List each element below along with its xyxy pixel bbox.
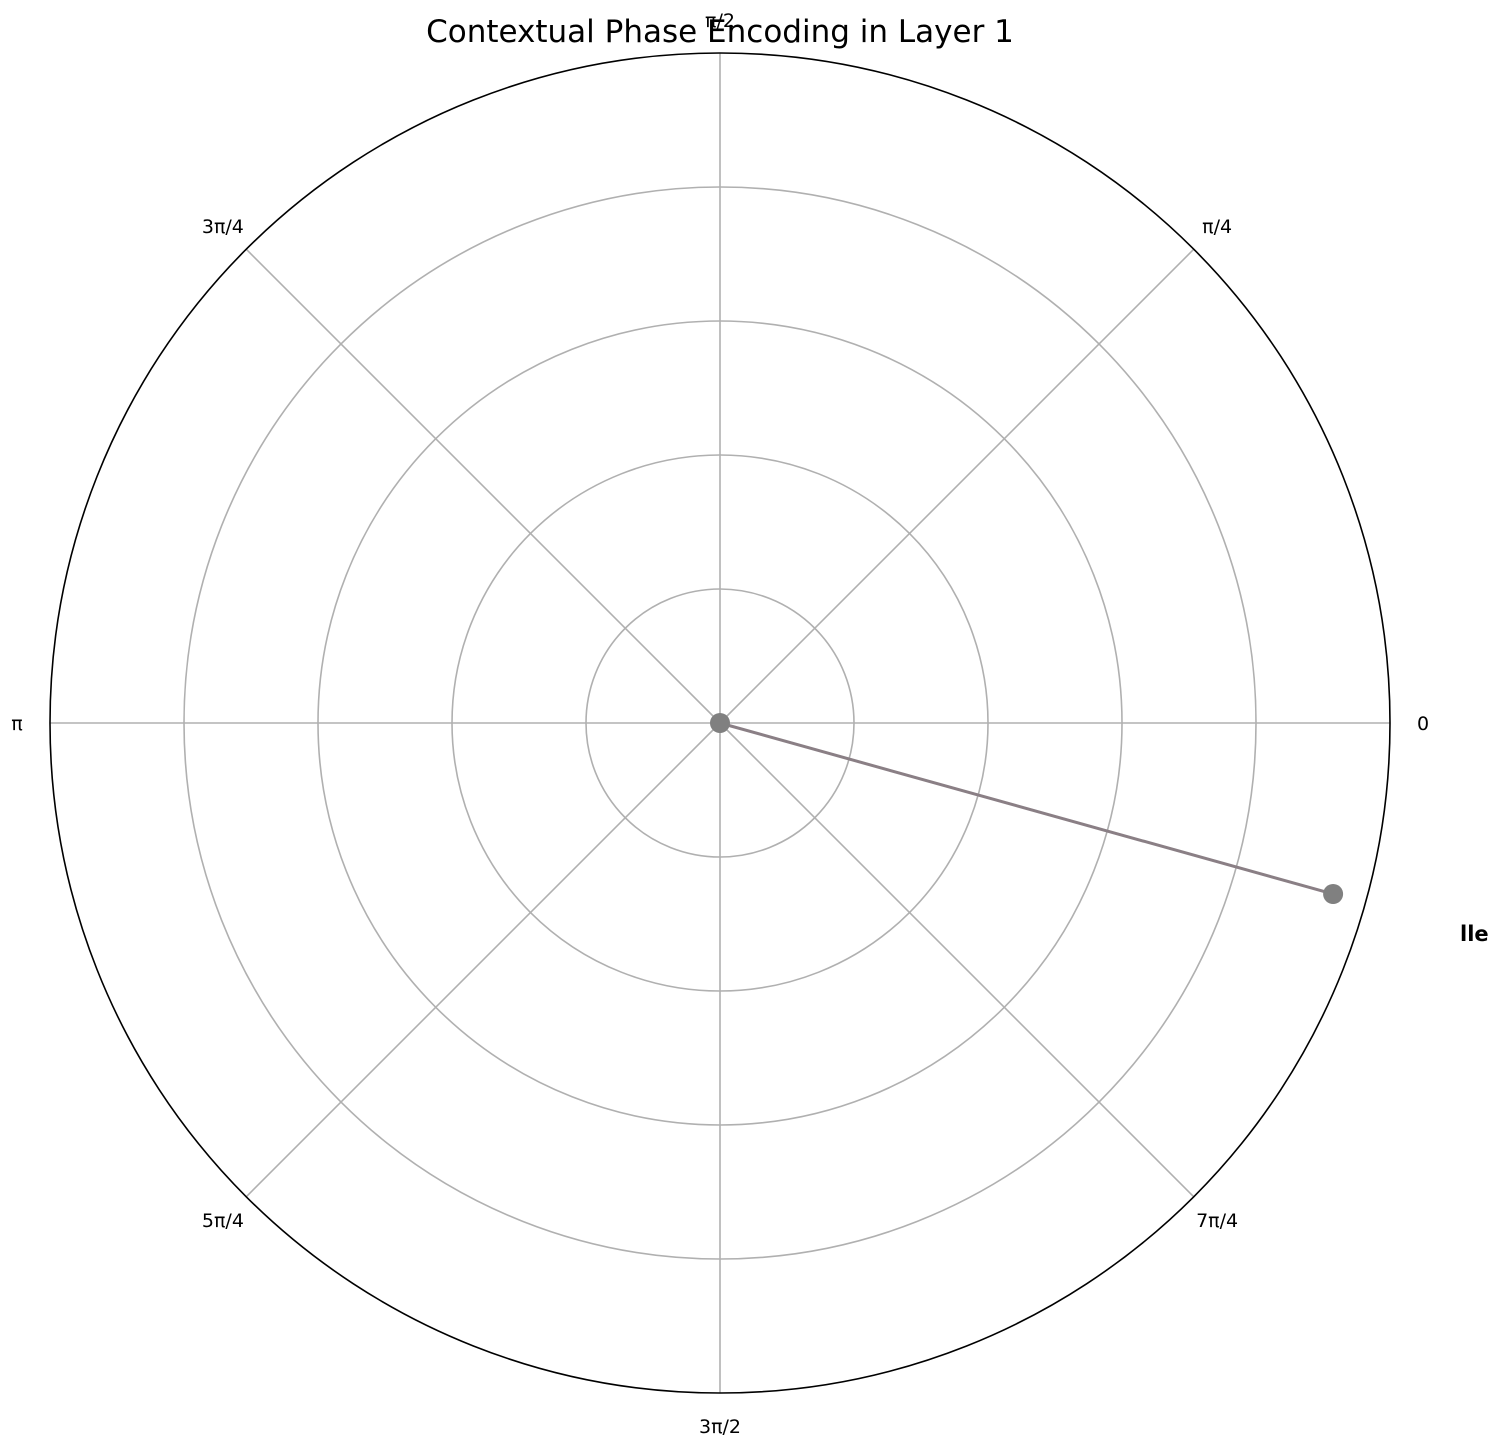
point-label: lle [1460,922,1489,946]
angular-tick-label-7: 7π/4 [1196,1210,1238,1232]
angular-tick-label-5: 5π/4 [202,1210,244,1232]
grid-layer [49,52,1391,1394]
angular-gridline-5 [245,722,721,1198]
angular-gridline-7 [719,722,1195,1198]
angular-tick-label-1: π/4 [1202,216,1232,238]
phase-point-0 [1323,884,1344,905]
origin-marker-0 [710,713,730,733]
angular-tick-label-4: π [11,713,22,735]
phase-vector-0 [719,721,1334,896]
angular-tick-label-2: π/2 [705,10,735,32]
angular-tick-label-0: 0 [1417,713,1429,735]
chart-title: Contextual Phase Encoding in Layer 1 [426,14,1014,50]
series-layer [710,713,1344,905]
angular-tick-label-6: 3π/2 [699,1416,741,1438]
angular-gridline-1 [719,248,1195,724]
angular-gridline-3 [245,248,721,724]
polar-outer-ring [49,52,1391,1394]
angular-tick-labels: 0 π/4 π/2 3π/4 π 5π/4 3π/2 7π/4 [11,10,1429,1438]
angular-tick-label-3: 3π/4 [202,216,244,238]
